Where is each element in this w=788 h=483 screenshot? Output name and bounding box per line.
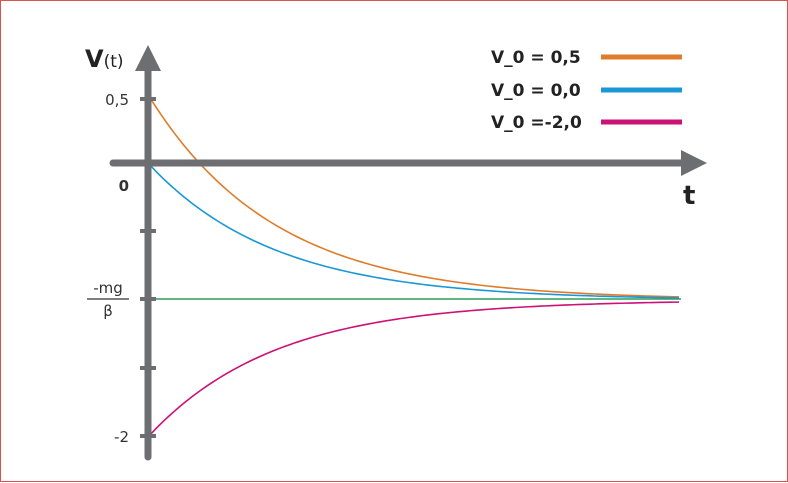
tick-label-0_5: 0,5 bbox=[105, 91, 129, 109]
legend: V_0 = 0,5 V_0 = 0,0 V_0 =-2,0 bbox=[491, 48, 682, 133]
legend-label-v0-0_5: V_0 = 0,5 bbox=[491, 48, 581, 68]
y-axis-arrowhead bbox=[135, 45, 161, 71]
terminal-label-numerator: -mg bbox=[93, 279, 123, 297]
tick-label-minus-2: -2 bbox=[114, 428, 129, 446]
y-axis-label: V(t) bbox=[85, 45, 124, 73]
x-axis-label: t bbox=[683, 181, 695, 211]
x-axis-arrowhead bbox=[681, 150, 707, 176]
tick-label-0: 0 bbox=[119, 177, 129, 195]
legend-label-v0-0_0: V_0 = 0,0 bbox=[491, 81, 581, 101]
series-curve-1 bbox=[147, 162, 680, 299]
series-curves bbox=[147, 94, 680, 438]
legend-item-v0-minus-2_0: V_0 =-2,0 bbox=[491, 113, 682, 133]
legend-label-v0-minus-2_0: V_0 =-2,0 bbox=[491, 113, 582, 133]
y-axis-ticks bbox=[140, 97, 156, 438]
legend-item-v0-0_0: V_0 = 0,0 bbox=[491, 81, 682, 101]
terminal-label-denominator: β bbox=[103, 302, 113, 320]
series-curve-0 bbox=[147, 94, 680, 298]
axes bbox=[109, 45, 707, 461]
legend-item-v0-0_5: V_0 = 0,5 bbox=[491, 48, 682, 68]
series-curve-2 bbox=[147, 301, 680, 438]
terminal-velocity-label: -mg β bbox=[87, 279, 129, 320]
